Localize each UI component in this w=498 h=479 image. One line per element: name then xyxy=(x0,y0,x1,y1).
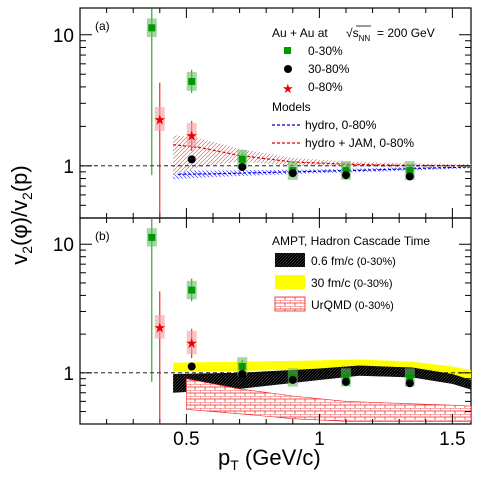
point-square-0-5 xyxy=(406,167,414,175)
x-axis-label: pT (GeV/c) xyxy=(218,445,321,473)
sys-box-star-1-0 xyxy=(154,315,165,339)
legend-marker-star: ★ xyxy=(282,81,294,96)
ytick-label-0-1: 1 xyxy=(63,157,74,178)
legend-a-energy: = 200 GeV xyxy=(377,26,435,40)
ytick-label-1-10: 10 xyxy=(53,235,74,256)
sys-box-star-0-1 xyxy=(186,122,197,147)
point-square-0-1 xyxy=(188,77,196,85)
legend-panel-a: Au + Au at √sNN = 200 GeV 0-30% 30-80% ★… xyxy=(272,25,435,150)
point-circle-0-0 xyxy=(187,155,196,164)
point-circle-1-2 xyxy=(288,375,297,384)
point-star-1-0: ★ xyxy=(154,320,167,336)
legend-a-entry-1: 30-80% xyxy=(308,62,350,76)
legend-a-model-0: hydro, 0-80% xyxy=(305,118,377,132)
point-square-0-4 xyxy=(342,167,350,175)
point-circle-1-1 xyxy=(238,369,247,378)
legend-b-entry-0: 0.6 fm/c (0-30%) xyxy=(311,254,396,268)
legend-marker-circle xyxy=(284,65,292,73)
legend-a-energy-symbol: √sNN xyxy=(346,26,370,43)
legend-b-entry-2: UrQMD (0-30%) xyxy=(311,298,394,312)
sys-box-star-0-0 xyxy=(154,106,165,131)
legend-a-entry-2: 0-80% xyxy=(308,80,343,94)
point-star-1-1: ★ xyxy=(185,335,198,351)
legend-swatch-30fm xyxy=(275,275,305,289)
point-circle-1-0 xyxy=(187,362,196,371)
point-circle-0-4 xyxy=(405,172,414,181)
point-square-1-1 xyxy=(188,286,196,294)
point-circle-0-3 xyxy=(341,171,350,180)
point-circle-0-2 xyxy=(288,169,297,178)
point-square-1-0 xyxy=(148,233,156,241)
legend-swatch-0.6fm xyxy=(275,253,305,267)
point-circle-0-1 xyxy=(238,162,247,171)
point-square-1-2 xyxy=(238,363,246,371)
point-circle-1-4 xyxy=(405,379,414,388)
legend-a-models-title: Models xyxy=(272,100,311,114)
legend-marker-square xyxy=(284,47,291,54)
panel-a-label: (a) xyxy=(95,19,110,33)
legend-panel-b: AMPT, Hadron Cascade Time 0.6 fm/c (0-30%… xyxy=(272,234,430,312)
xtick-label-0.5: 0.5 xyxy=(173,429,199,450)
band-b-2 xyxy=(186,378,472,422)
point-square-1-4 xyxy=(342,373,350,381)
point-circle-1-3 xyxy=(341,377,350,386)
panel-b-model-bands xyxy=(173,359,472,422)
point-star-0-0: ★ xyxy=(154,112,167,128)
panel-b-data-points: ★★ xyxy=(146,218,415,424)
panel-b-label: (b) xyxy=(95,229,110,243)
legend-b-entry-1: 30 fm/c (0-30%) xyxy=(311,276,392,290)
panel-b-frame xyxy=(79,217,472,425)
panel-a-data-points: ★★ xyxy=(146,8,415,218)
legend-a-model-1: hydro + JAM, 0-80% xyxy=(305,136,414,150)
legend-a-entry-0: 0-30% xyxy=(308,44,343,58)
point-star-0-1: ★ xyxy=(185,128,198,144)
xtick-label-1.5: 1.5 xyxy=(439,429,465,450)
point-square-0-0 xyxy=(148,24,156,32)
point-square-0-2 xyxy=(238,155,246,163)
ytick-label-0-10: 10 xyxy=(53,26,74,47)
band-a-line-0 xyxy=(173,166,472,175)
ytick-label-1-1: 1 xyxy=(63,364,74,385)
y-axis-label: v2(φ)/v2(p) xyxy=(7,165,35,265)
band-a-0 xyxy=(173,165,471,180)
legend-a-title: Au + Au at xyxy=(272,26,328,40)
sys-box-star-1-1 xyxy=(186,330,197,355)
legend-swatch-urqmd xyxy=(274,296,306,312)
reference-lines xyxy=(80,165,471,374)
xtick-label-1: 1 xyxy=(314,429,325,450)
band-b-0 xyxy=(173,359,471,380)
legend-b-title: AMPT, Hadron Cascade Time xyxy=(272,234,430,248)
axis-ticks: 1 10 1 10 0.5 1 1.5 xyxy=(53,8,471,450)
band-b-1 xyxy=(173,365,471,393)
point-square-1-5 xyxy=(406,373,414,381)
